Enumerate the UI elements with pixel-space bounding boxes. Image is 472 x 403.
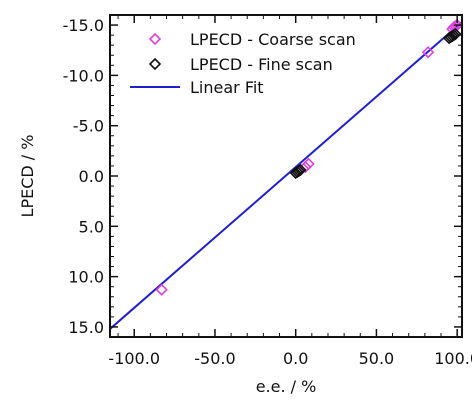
legend-item-fine: LPECD - Fine scan (148, 55, 333, 74)
legend-label-fine: LPECD - Fine scan (190, 55, 333, 74)
x-axis-ticks: -100.0 -50.0 0.0 50.0 100.0 (108, 15, 472, 368)
y-tick-label: -5.0 (73, 117, 104, 136)
x-tick-label: -100.0 (108, 349, 160, 368)
y-tick-label: -10.0 (63, 66, 104, 85)
y-tick-label: 0.0 (79, 167, 104, 186)
x-tick-label: 100.0 (434, 349, 472, 368)
y-tick-label: -15.0 (63, 16, 104, 35)
coarse-scan-point (155, 283, 168, 296)
fine-scan-point (294, 163, 307, 177)
points-layer (155, 18, 464, 296)
fit-line-layer (110, 21, 462, 330)
fit-line (110, 21, 462, 330)
x-tick-label: 0.0 (283, 349, 308, 368)
y-axis-title: LPECD / % (18, 135, 37, 218)
x-tick-label: -50.0 (194, 349, 235, 368)
x-tick-label: 50.0 (359, 349, 395, 368)
y-tick-label: 5.0 (79, 217, 104, 236)
legend-marker-coarse (148, 32, 162, 46)
coarse-scan-point (421, 46, 435, 59)
legend: LPECD - Coarse scan LPECD - Fine scan Li… (130, 30, 356, 97)
coarse-scan-point (299, 160, 312, 174)
fine-scan-point (449, 27, 462, 41)
y-tick-label: 15.0 (68, 318, 104, 337)
y-tick-label: 10.0 (68, 268, 104, 287)
legend-label-coarse: LPECD - Coarse scan (190, 30, 356, 49)
x-axis-title: e.e. / % (256, 377, 317, 396)
y-axis-ticks: -15.0 -10.0 -5.0 0.0 5.0 10.0 15.0 (63, 16, 462, 337)
legend-marker-fine (148, 57, 162, 71)
coarse-scan-point (302, 157, 315, 171)
legend-item-coarse: LPECD - Coarse scan (148, 30, 356, 49)
legend-item-fit: Linear Fit (130, 78, 264, 97)
legend-label-fit: Linear Fit (190, 78, 264, 97)
